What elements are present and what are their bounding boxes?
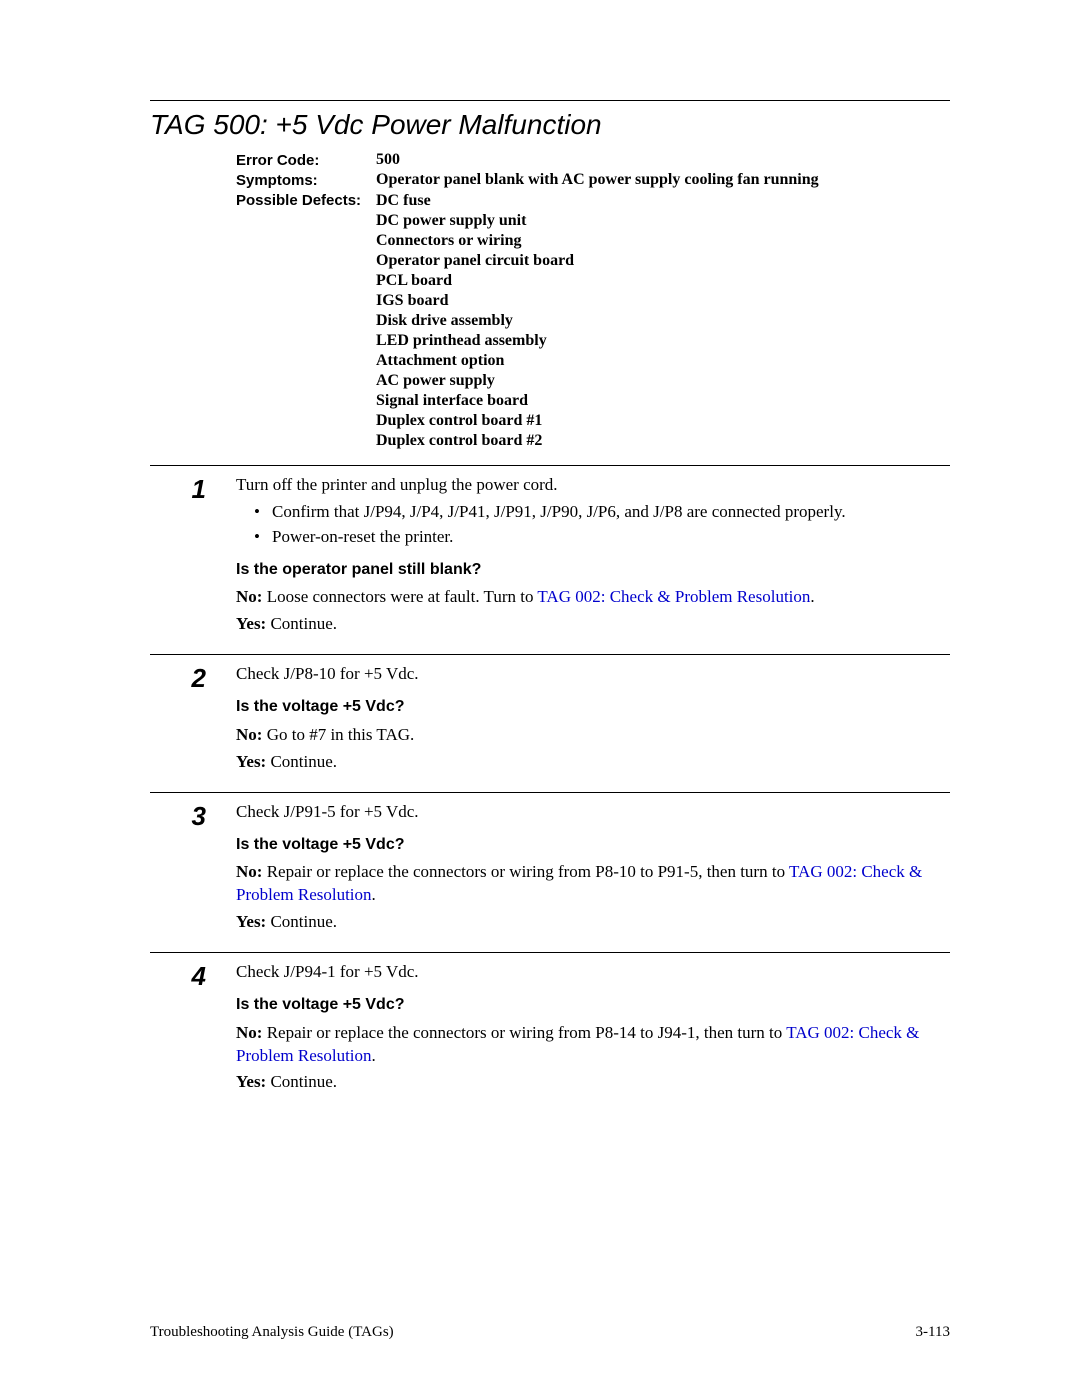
step-lead: Check J/P94-1 for +5 Vdc. <box>236 961 950 984</box>
no-label: No: <box>236 1023 262 1042</box>
separator <box>150 792 950 793</box>
no-text-a: Loose connectors were at fault. Turn to <box>262 587 537 606</box>
defect-item: DC power supply unit <box>376 211 574 231</box>
info-table: Error Code: 500 Symptoms: Operator panel… <box>236 151 950 451</box>
defect-item: Connectors or wiring <box>376 231 574 251</box>
step-number: 4 <box>150 961 206 989</box>
step-4: 4 Check J/P94-1 for +5 Vdc. Is the volta… <box>150 961 950 1098</box>
step-question: Is the operator panel still blank? <box>236 559 950 581</box>
yes-text: Continue. <box>266 752 337 771</box>
yes-label: Yes: <box>236 912 266 931</box>
step-body: Check J/P94-1 for +5 Vdc. Is the voltage… <box>206 961 950 1098</box>
yes-text: Continue. <box>266 614 337 633</box>
symptoms-row: Symptoms: Operator panel blank with AC p… <box>236 171 950 189</box>
bullet-dot-icon: • <box>254 526 272 549</box>
tag-link[interactable]: TAG 002: Check & Problem Resolution <box>537 587 810 606</box>
step-body: Check J/P91-5 for +5 Vdc. Is the voltage… <box>206 801 950 938</box>
answer-no: No: Repair or replace the connectors or … <box>236 1022 950 1068</box>
step-number: 3 <box>150 801 206 829</box>
step-body: Turn off the printer and unplug the powe… <box>206 474 950 640</box>
defect-item: PCL board <box>376 271 574 291</box>
no-text-a: Repair or replace the connectors or wiri… <box>262 1023 786 1042</box>
no-text-b: . <box>372 1046 376 1065</box>
step-2: 2 Check J/P8-10 for +5 Vdc. Is the volta… <box>150 663 950 777</box>
no-text-a: Repair or replace the connectors or wiri… <box>262 862 789 881</box>
symptoms-value: Operator panel blank with AC power suppl… <box>376 171 819 189</box>
no-text-b: . <box>372 885 376 904</box>
defect-item: Duplex control board #1 <box>376 411 574 431</box>
answer-yes: Yes: Continue. <box>236 911 950 934</box>
no-label: No: <box>236 725 262 744</box>
no-label: No: <box>236 862 262 881</box>
defects-list: DC fuse DC power supply unit Connectors … <box>376 191 574 451</box>
step-lead: Turn off the printer and unplug the powe… <box>236 474 950 497</box>
step-question: Is the voltage +5 Vdc? <box>236 696 950 718</box>
step-question: Is the voltage +5 Vdc? <box>236 834 950 856</box>
no-text: Go to #7 in this TAG. <box>262 725 414 744</box>
defects-label: Possible Defects: <box>236 191 376 209</box>
step-lead: Check J/P91-5 for +5 Vdc. <box>236 801 950 824</box>
answer-yes: Yes: Continue. <box>236 1071 950 1094</box>
step-lead: Check J/P8-10 for +5 Vdc. <box>236 663 950 686</box>
answer-no: No: Go to #7 in this TAG. <box>236 724 950 747</box>
footer-right: 3-113 <box>916 1324 950 1341</box>
page-footer: Troubleshooting Analysis Guide (TAGs) 3-… <box>150 1324 950 1341</box>
step-number: 1 <box>150 474 206 502</box>
symptoms-label: Symptoms: <box>236 171 376 189</box>
defect-item: DC fuse <box>376 191 574 211</box>
yes-label: Yes: <box>236 614 266 633</box>
no-label: No: <box>236 587 262 606</box>
step-body: Check J/P8-10 for +5 Vdc. Is the voltage… <box>206 663 950 777</box>
separator <box>150 465 950 466</box>
error-code-value: 500 <box>376 151 400 169</box>
defect-item: Signal interface board <box>376 391 574 411</box>
footer-left: Troubleshooting Analysis Guide (TAGs) <box>150 1324 394 1341</box>
bullet-item: • Power-on-reset the printer. <box>254 526 950 549</box>
step-3: 3 Check J/P91-5 for +5 Vdc. Is the volta… <box>150 801 950 938</box>
error-code-label: Error Code: <box>236 151 376 169</box>
no-text-b: . <box>810 587 814 606</box>
yes-text: Continue. <box>266 912 337 931</box>
yes-text: Continue. <box>266 1072 337 1091</box>
separator <box>150 654 950 655</box>
defect-item: Attachment option <box>376 351 574 371</box>
step-question: Is the voltage +5 Vdc? <box>236 994 950 1016</box>
bullet-text: Power-on-reset the printer. <box>272 526 453 549</box>
answer-no: No: Repair or replace the connectors or … <box>236 861 950 907</box>
page: TAG 500: +5 Vdc Power Malfunction Error … <box>0 0 1080 1158</box>
defect-item: IGS board <box>376 291 574 311</box>
yes-label: Yes: <box>236 752 266 771</box>
bullet-text: Confirm that J/P94, J/P4, J/P41, J/P91, … <box>272 501 846 524</box>
yes-label: Yes: <box>236 1072 266 1091</box>
page-title: TAG 500: +5 Vdc Power Malfunction <box>150 109 950 141</box>
defects-row: Possible Defects: DC fuse DC power suppl… <box>236 191 950 451</box>
answer-yes: Yes: Continue. <box>236 613 950 636</box>
error-code-row: Error Code: 500 <box>236 151 950 169</box>
bullet-dot-icon: • <box>254 501 272 524</box>
step-1: 1 Turn off the printer and unplug the po… <box>150 474 950 640</box>
defect-item: LED printhead assembly <box>376 331 574 351</box>
defect-item: Duplex control board #2 <box>376 431 574 451</box>
bullet-item: • Confirm that J/P94, J/P4, J/P41, J/P91… <box>254 501 950 524</box>
defect-item: Operator panel circuit board <box>376 251 574 271</box>
answer-no: No: Loose connectors were at fault. Turn… <box>236 586 950 609</box>
defect-item: AC power supply <box>376 371 574 391</box>
top-rule <box>150 100 950 101</box>
separator <box>150 952 950 953</box>
step-number: 2 <box>150 663 206 691</box>
defect-item: Disk drive assembly <box>376 311 574 331</box>
answer-yes: Yes: Continue. <box>236 751 950 774</box>
